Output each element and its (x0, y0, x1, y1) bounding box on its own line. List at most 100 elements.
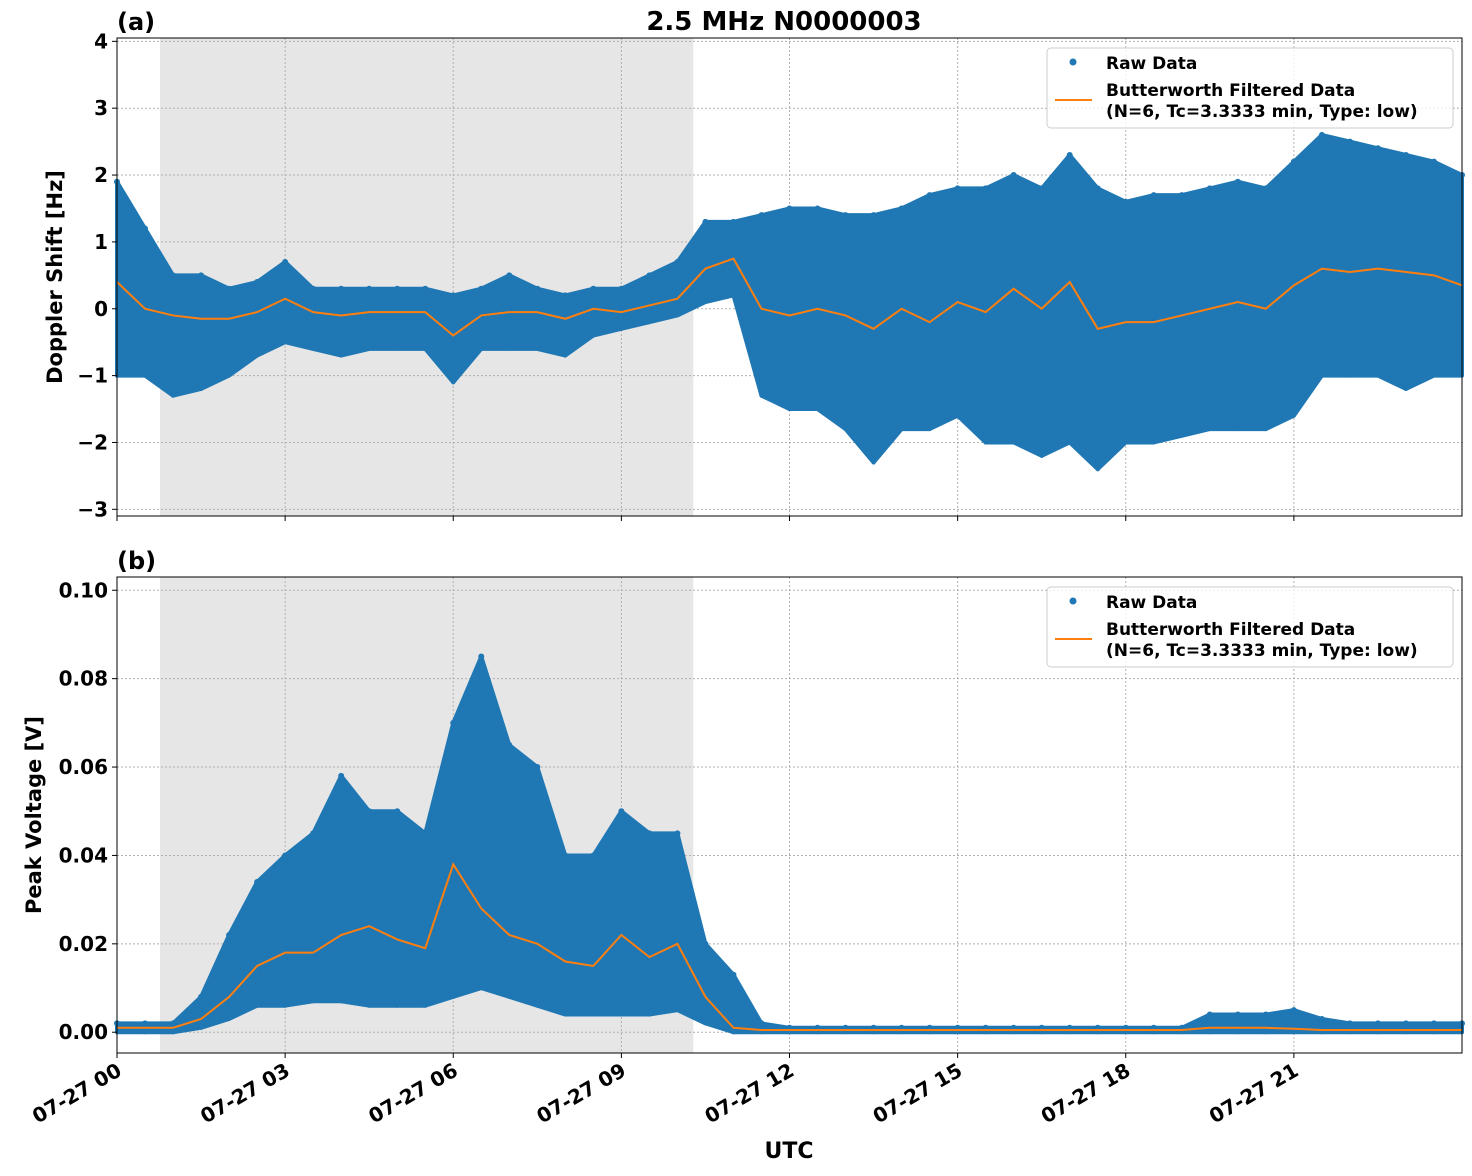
y-axis-label: Peak Voltage [V] (22, 716, 46, 914)
raw-data-point (366, 808, 373, 815)
y-tick-label: 2 (94, 163, 108, 187)
raw-data-point (1430, 158, 1437, 165)
legend-box (1046, 586, 1454, 668)
raw-data-point (226, 931, 233, 938)
raw-data-point (674, 830, 681, 837)
raw-data-point (310, 830, 317, 837)
y-tick-label: 0.10 (59, 578, 108, 602)
raw-data-band (1123, 193, 1156, 445)
y-tick-label: 0.02 (59, 932, 108, 956)
raw-data-point (338, 285, 345, 292)
raw-data-point (142, 225, 149, 232)
raw-data-point (338, 772, 345, 779)
raw-data-point (842, 212, 849, 219)
raw-data-point (730, 971, 737, 978)
raw-data-point (1262, 1011, 1269, 1018)
legend-filtered-params: (N=6, Tc=3.3333 min, Type: low) (1106, 641, 1418, 661)
raw-data-point (814, 205, 821, 212)
y-tick-label: −3 (77, 497, 108, 521)
raw-data-band (1067, 152, 1100, 472)
raw-data-band (815, 206, 848, 432)
raw-data-point (618, 808, 625, 815)
legend-raw-marker (1069, 58, 1077, 66)
raw-data-point (870, 212, 877, 219)
raw-data-point (1346, 138, 1353, 145)
raw-data-band (507, 742, 540, 1008)
raw-data-point (1346, 1020, 1353, 1027)
raw-data-band (647, 831, 680, 1017)
raw-data-point (1318, 131, 1325, 138)
raw-data-point (1234, 178, 1241, 185)
panel-b: 0.00 0.02 0.04 0.06 0.08 0.10 07-27 00 07-27 03… (22, 547, 1465, 1128)
raw-data-band (367, 809, 400, 1008)
y-tick-label: −2 (77, 430, 108, 454)
x-tick-label: 07-27 15 (869, 1058, 967, 1128)
raw-data-band (1235, 1012, 1268, 1035)
raw-data-point (1010, 172, 1017, 179)
raw-data-point (1430, 1020, 1437, 1027)
raw-data-band (255, 853, 288, 1008)
raw-data-band (1319, 132, 1352, 378)
raw-data-point (282, 852, 289, 859)
raw-data-band (535, 286, 568, 358)
raw-data-point (198, 272, 205, 279)
y-tick-label: 3 (94, 96, 108, 120)
y-tick-label: 0.06 (59, 755, 108, 779)
y-tick-label: 0.08 (59, 667, 108, 691)
raw-data-point (478, 285, 485, 292)
raw-data-point (954, 185, 961, 192)
raw-data-band (703, 219, 736, 305)
raw-data-band (115, 179, 148, 378)
raw-data-point (142, 1020, 149, 1027)
raw-data-band (619, 809, 652, 1017)
raw-data-band (731, 213, 764, 398)
raw-data-point (646, 272, 653, 279)
raw-data-point (422, 285, 429, 292)
raw-data-point (226, 285, 233, 292)
raw-data-point (282, 258, 289, 265)
y-axis-label: Doppler Shift [Hz] (43, 170, 67, 384)
raw-data-band (927, 186, 960, 432)
y-tick-label: 0.04 (59, 843, 108, 867)
raw-data-point (254, 279, 261, 286)
legend: Raw Data Butterworth Filtered Data(N=6, T… (1046, 586, 1454, 668)
raw-data-point (254, 878, 261, 885)
x-tick-label: 07-27 18 (1037, 1058, 1135, 1128)
raw-data-band (367, 286, 400, 351)
legend-filtered-label: Butterworth Filtered Data (1106, 620, 1355, 640)
raw-data-point (646, 830, 653, 837)
x-tick-label: 07-27 03 (196, 1058, 294, 1128)
raw-data-band (1431, 159, 1464, 378)
y-tick-label: 1 (94, 230, 108, 254)
legend-filtered-label: Butterworth Filtered Data (1106, 81, 1355, 101)
raw-data-point (394, 808, 401, 815)
legend-filtered-params: (N=6, Tc=3.3333 min, Type: low) (1106, 102, 1418, 122)
raw-data-band (1263, 159, 1296, 432)
raw-data-point (1066, 151, 1073, 158)
raw-data-point (170, 272, 177, 279)
raw-data-point (758, 1020, 765, 1027)
raw-data-band (1347, 139, 1380, 378)
raw-data-point (1402, 151, 1409, 158)
panel-label: (b) (117, 547, 156, 575)
raw-data-band (955, 186, 988, 445)
raw-data-point (562, 292, 569, 299)
x-tick-label: 07-27 21 (1205, 1058, 1303, 1128)
raw-data-point (758, 212, 765, 219)
y-tick-label: 0.00 (59, 1020, 108, 1044)
filtered-data-line (117, 861, 1462, 1032)
y-tick-label: 0 (94, 297, 108, 321)
raw-data-point (506, 272, 513, 279)
raw-data-point (450, 719, 457, 726)
y-tick-label: −1 (77, 364, 108, 388)
panel-a: −3 −2 −1 0 1 2 3 4 (a) Doppler Shift [Hz] Raw Data… (43, 8, 1465, 521)
raw-data-point (534, 764, 541, 771)
raw-data-point (926, 192, 933, 199)
raw-data-point (1150, 192, 1157, 199)
raw-data-band (871, 206, 904, 465)
raw-data-band (339, 286, 372, 358)
raw-data-point (1094, 185, 1101, 192)
legend-raw-label: Raw Data (1106, 54, 1197, 74)
raw-data-point (198, 993, 205, 1000)
raw-data-point (730, 218, 737, 225)
